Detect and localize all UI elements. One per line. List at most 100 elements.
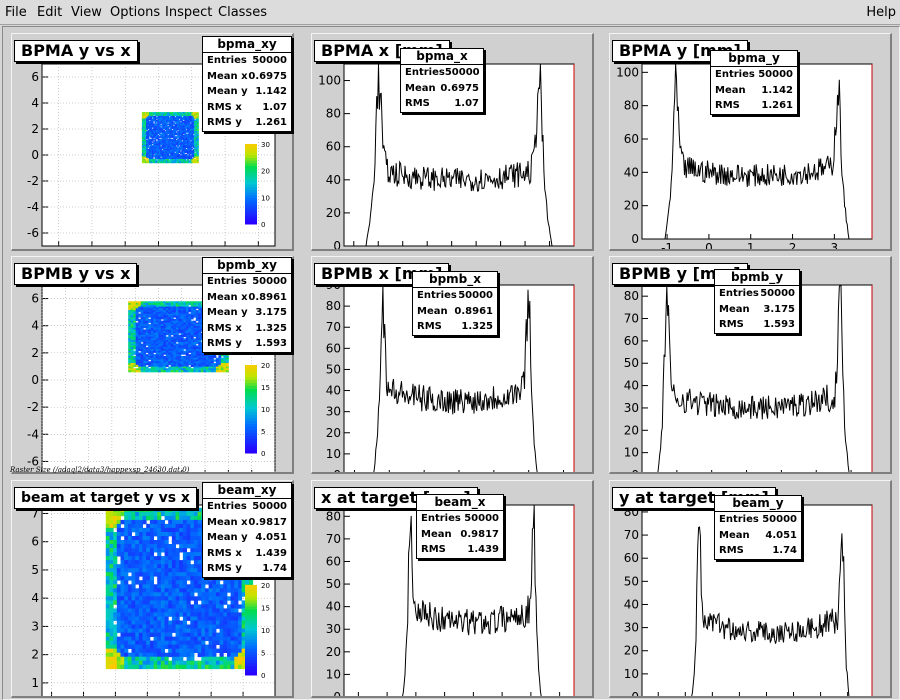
y-tick-label: 40	[326, 384, 341, 398]
y-tick-label: -6	[27, 454, 39, 468]
stats-key: Entries	[405, 67, 445, 78]
stats-value: 0.8961	[248, 291, 287, 303]
stats-value: 50000	[762, 514, 797, 525]
y-tick-label: 20	[624, 644, 639, 658]
y-tick-label: 0	[631, 690, 639, 696]
menu-inspect[interactable]: Inspect	[165, 5, 213, 20]
stats-key: RMS y	[207, 563, 242, 574]
stats-value: 50000	[458, 290, 493, 301]
y-tick-label: 30	[326, 622, 341, 636]
pad-beam-x[interactable]: -3-2-10123480706050403020100x at target …	[311, 480, 594, 698]
y-tick-label: 10	[624, 446, 639, 460]
y-tick-label: 4	[31, 591, 39, 605]
stats-value: 50000	[758, 69, 793, 80]
stats-row: Entries 50000	[203, 499, 291, 515]
stats-box: beam_y Entries 50000 Mean 4.051 RMS 1.74	[714, 495, 802, 560]
stats-row: Mean x 0.8961	[203, 290, 291, 306]
stats-value: 0.9817	[460, 528, 499, 540]
y-tick-label: 60	[624, 551, 639, 565]
y-tick-label: 0	[31, 148, 39, 162]
x-tick-label: 3	[570, 248, 578, 249]
palette-tick-label: 0	[261, 450, 265, 458]
y-tick-label: 20	[326, 645, 341, 659]
histogram-line	[691, 526, 850, 696]
stats-key: RMS	[421, 544, 446, 555]
y-tick-label: 0	[631, 232, 639, 246]
stats-row: RMS x 1.325	[203, 321, 291, 337]
y-tick-label: 10	[326, 667, 341, 681]
y-tick-label: 10	[624, 667, 639, 681]
pad-bpma-y[interactable]: -1 0 1 2 3 100 80 60 40 20 0 BPMA y [mm] bpma_y Entri…	[609, 33, 892, 251]
x-tick-label: 3	[831, 241, 839, 249]
menu-classes[interactable]: Classes	[218, 5, 267, 20]
stats-value: 1.142	[761, 84, 793, 96]
pad-beam-xy[interactable]: -3-2-10123765432120151050beam at target …	[11, 480, 294, 698]
stats-key: Mean y	[207, 307, 248, 318]
palette-tick-label: 10	[261, 627, 270, 635]
stats-row: Mean 0.8961	[413, 304, 497, 320]
x-tick-label: -1	[372, 248, 384, 249]
stats-key: Mean	[719, 303, 750, 315]
stats-key: Entries	[207, 55, 247, 66]
y-tick-label: 30	[326, 405, 341, 419]
stats-row: RMS 1.74	[715, 543, 801, 559]
y-tick-label: 70	[326, 532, 341, 546]
color-palette	[245, 144, 257, 225]
menu-view[interactable]: View	[71, 5, 102, 20]
menu-edit[interactable]: Edit	[37, 5, 63, 20]
stats-key: Mean	[719, 529, 750, 541]
x-tick-label: 2	[188, 248, 196, 249]
y-tick-label: 6	[31, 535, 39, 549]
color-palette	[245, 585, 257, 676]
stats-value: 50000	[464, 513, 499, 524]
pad-bpmb-y[interactable]: 012345680706050403020100BPMB y [mm]bpmb_…	[609, 256, 892, 474]
stats-value: 1.07	[262, 101, 287, 113]
menu-help[interactable]: Help	[866, 5, 896, 20]
y-tick-label: 0	[333, 690, 341, 696]
stats-key: Mean x	[207, 291, 248, 303]
x-tick-label: -1.5	[342, 248, 365, 249]
pad-title: BPMA y vs x	[14, 40, 138, 62]
stats-row: RMS 1.07	[401, 96, 483, 112]
pad-title: BPMB y vs x	[14, 263, 138, 285]
stats-key: RMS	[405, 98, 430, 109]
palette-tick-label: 30	[261, 141, 270, 149]
y-tick-label: 2	[31, 648, 39, 662]
y-tick-label: 4	[31, 96, 39, 110]
stats-row: Mean 0.6975	[401, 81, 483, 97]
x-tick-label: -4	[86, 248, 98, 249]
stats-name: bpmb_x	[413, 272, 497, 288]
stats-key: Mean y	[207, 532, 248, 543]
stats-key: Entries	[719, 514, 759, 525]
stats-key: RMS x	[207, 322, 242, 334]
pad-bpma-x[interactable]: -1.5-1-0.500.511.522.53100806040200BPMA …	[311, 33, 594, 251]
y-tick-label: 4	[31, 319, 39, 333]
pad-beam-y[interactable]: 0123456780706050403020100y at target [mm…	[609, 480, 892, 698]
stats-row: Entries 50000	[413, 288, 497, 304]
y-tick-label: 30	[624, 621, 639, 635]
stats-row: RMS y 1.593	[203, 336, 291, 352]
y-tick-label: 70	[326, 320, 341, 334]
menu-options[interactable]: Options	[110, 5, 161, 20]
y-tick-label: 70	[624, 312, 639, 326]
stats-key: Mean	[405, 82, 436, 94]
histogram-line	[642, 63, 872, 240]
y-tick-label: -4	[27, 427, 39, 441]
stats-key: RMS	[719, 319, 744, 330]
pad-bpmb-x[interactable]: -2-1012349080706050403020100BPMB x [mm]b…	[311, 256, 594, 474]
pad-title: BPMB y [mm]	[612, 263, 748, 285]
y-tick-label: 40	[326, 173, 341, 187]
menu-file[interactable]: File	[5, 5, 27, 20]
stats-name: beam_y	[715, 496, 801, 512]
stats-value: 1.439	[255, 547, 287, 559]
stats-row: Entries 50000	[203, 53, 291, 69]
stats-key: Entries	[421, 513, 461, 524]
y-tick-label: 80	[326, 299, 341, 313]
stats-name: bpmb_xy	[203, 258, 291, 274]
stats-value: 0.8961	[454, 305, 493, 317]
stats-value: 4.051	[765, 529, 797, 541]
histogram-line	[657, 284, 850, 472]
